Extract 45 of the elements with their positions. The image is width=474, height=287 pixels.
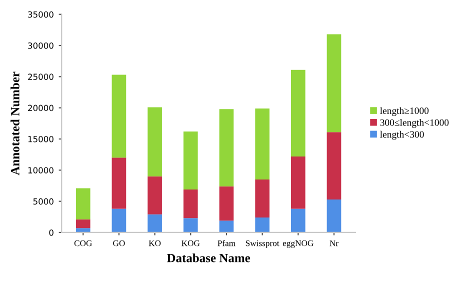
y-axis-title: Annotated Number bbox=[10, 72, 20, 176]
bar bbox=[255, 180, 270, 218]
bar bbox=[76, 219, 90, 228]
bar bbox=[219, 109, 234, 186]
bar bbox=[112, 158, 126, 209]
y-tick-label: 35000 bbox=[28, 11, 54, 18]
bar bbox=[76, 188, 90, 220]
y-tick-label: 20000 bbox=[28, 104, 54, 112]
bar bbox=[148, 176, 162, 214]
bar bbox=[290, 70, 306, 156]
bar bbox=[183, 218, 198, 232]
legend-label: length<300 bbox=[380, 130, 424, 140]
bar bbox=[76, 228, 90, 232]
x-tick-label: KO bbox=[148, 240, 161, 246]
y-tick-label: 5000 bbox=[33, 198, 54, 205]
x-tick-label: Pfam bbox=[218, 240, 236, 246]
bar bbox=[219, 220, 234, 232]
y-tick-label: 0 bbox=[49, 229, 54, 236]
bar bbox=[255, 218, 270, 232]
bar bbox=[219, 186, 234, 221]
y-tick-label: 25000 bbox=[28, 74, 54, 80]
y-tick-label: 10000 bbox=[28, 167, 54, 174]
y-tick-label: 30000 bbox=[28, 42, 54, 49]
y-tick-label: 15000 bbox=[28, 136, 54, 142]
bar bbox=[255, 108, 270, 180]
x-tick-label: eggNOG bbox=[282, 240, 314, 248]
bar bbox=[148, 107, 162, 176]
bar bbox=[326, 132, 342, 200]
bar bbox=[112, 208, 126, 232]
bar bbox=[290, 156, 306, 209]
legend-label: length≥1000 bbox=[380, 107, 429, 116]
x-tick-label: COG bbox=[74, 240, 92, 246]
bar bbox=[326, 199, 342, 232]
x-axis-title: Database Name bbox=[166, 253, 250, 262]
bar bbox=[183, 132, 198, 190]
bar bbox=[326, 34, 342, 132]
x-tick-label: KOG bbox=[182, 240, 200, 246]
legend-label: 300≤length<1000 bbox=[380, 119, 449, 128]
x-tick-label: GO bbox=[113, 240, 125, 246]
x-tick-label: Nr bbox=[330, 240, 338, 246]
bar bbox=[112, 74, 126, 158]
bar bbox=[290, 208, 306, 232]
bar bbox=[183, 189, 198, 218]
x-tick-label: Swissprot bbox=[246, 240, 280, 248]
bar bbox=[148, 214, 162, 232]
